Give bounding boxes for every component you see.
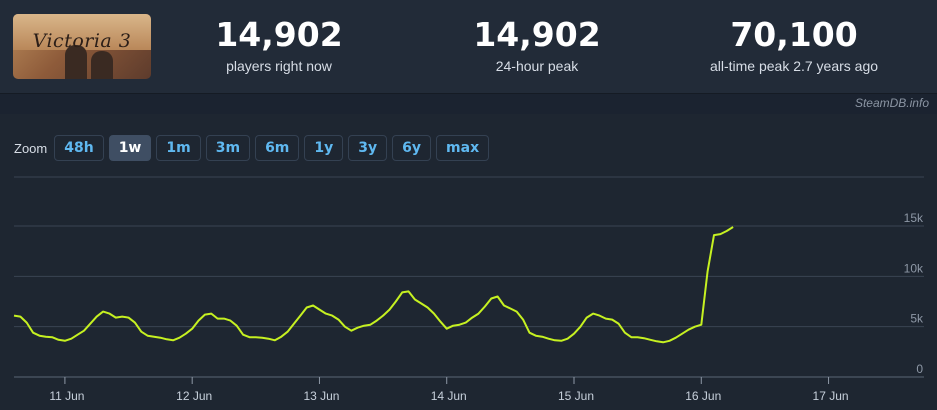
x-tick-label: 11 Jun: [49, 389, 84, 403]
zoom-button-1w[interactable]: 1w: [108, 135, 152, 161]
zoom-label: Zoom: [14, 140, 48, 156]
x-tick-label: 17 Jun: [813, 389, 849, 403]
x-tick-label: 16 Jun: [685, 389, 721, 403]
zoom-button-max[interactable]: max: [436, 135, 490, 161]
stat-label: all-time peak 2.7 years ago: [709, 58, 879, 74]
zoom-button-1y[interactable]: 1y: [304, 135, 344, 161]
zoom-button-3y[interactable]: 3y: [348, 135, 388, 161]
stat-label: players right now: [226, 58, 332, 74]
x-tick-label: 13 Jun: [303, 389, 339, 403]
y-tick-label: 0: [916, 362, 923, 376]
zoom-button-1m[interactable]: 1m: [156, 135, 201, 161]
player-count-chart[interactable]: 0 5k 10k 15k 11 Jun 12 Jun 13 Jun 14 Jun 15 Jun 1…: [0, 114, 937, 410]
stat-24h-peak: 14,902 24-hour peak: [427, 15, 647, 75]
thumbnail-figure: [65, 45, 87, 79]
zoom-button-48h[interactable]: 48h: [54, 135, 104, 161]
stat-value: 14,902: [215, 15, 343, 54]
zoom-button-6m[interactable]: 6m: [255, 135, 300, 161]
thumbnail-figure: [91, 51, 113, 79]
stat-all-time-peak: 70,100 all-time peak 2.7 years ago: [684, 15, 904, 75]
x-tick-label: 15 Jun: [558, 389, 594, 403]
chart-panel: Zoom 48h 1w 1m 3m 6m 1y 3y 6y max 0 5k 10k 15k 11 Ju…: [0, 114, 937, 410]
zoom-button-6y[interactable]: 6y: [392, 135, 432, 161]
stat-value: 70,100: [730, 15, 858, 54]
series-line[interactable]: [13, 226, 734, 344]
y-tick-label: 5k: [910, 312, 924, 326]
game-thumbnail[interactable]: Victoria 3: [13, 14, 151, 79]
zoom-button-group: 48h 1w 1m 3m 6m 1y 3y 6y max: [54, 135, 494, 161]
x-tick-label: 12 Jun: [176, 389, 212, 403]
thumbnail-sky: [13, 14, 151, 50]
stats-bar: Victoria 3 14,902 players right now 14,9…: [0, 0, 937, 94]
stat-value: 14,902: [473, 15, 601, 54]
steamdb-credit[interactable]: SteamDB.info: [854, 96, 929, 110]
game-logo-text: Victoria 3: [32, 30, 132, 52]
stat-players-now: 14,902 players right now: [169, 15, 389, 75]
y-tick-label: 15k: [904, 211, 924, 225]
zoom-button-3m[interactable]: 3m: [205, 135, 251, 161]
y-tick-label: 10k: [904, 261, 924, 275]
x-tick-label: 14 Jun: [431, 389, 467, 403]
stat-label: 24-hour peak: [495, 58, 579, 74]
zoom-controls: Zoom 48h 1w 1m 3m 6m 1y 3y 6y max: [14, 134, 494, 162]
